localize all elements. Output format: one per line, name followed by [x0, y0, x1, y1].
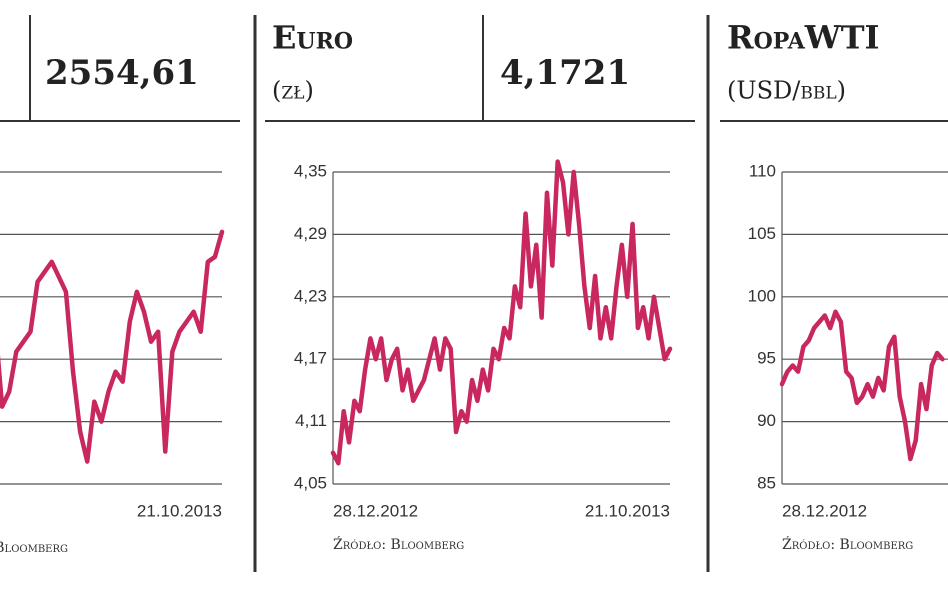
y-tick-label: 4,35	[294, 161, 327, 180]
y-tick-label: 4,17	[294, 349, 327, 368]
panel-unit: (USD/bbl)	[727, 77, 846, 105]
source: Źródło: Bloomberg	[782, 535, 913, 553]
x-tick-label: 28.12.2012	[333, 501, 418, 520]
y-tick-label: 100	[748, 286, 776, 305]
y-tick-label: 90	[757, 411, 776, 430]
y-tick-label: 95	[757, 349, 776, 368]
y-tick-label: 110	[749, 161, 776, 180]
y-tick-label: 4,23	[294, 286, 327, 305]
source: Źródło: Bloomberg	[333, 535, 464, 553]
y-tick-label: 85	[757, 473, 776, 492]
x-tick-label: 21.10.2013	[585, 501, 670, 520]
price-line	[0, 229, 225, 464]
y-tick-label: 4,05	[294, 473, 327, 492]
y-tick-label: 4,11	[295, 411, 327, 430]
headline-value: 2554,61	[45, 53, 199, 93]
y-tick-label: 105	[748, 224, 776, 243]
x-tick-label: 28.12.2012	[782, 501, 867, 520]
price-line	[779, 309, 945, 462]
price-line	[330, 159, 673, 466]
y-tick-label: 4,29	[294, 224, 327, 243]
panel-title: RopaWTI	[727, 19, 880, 57]
source: Źródło: Bloomberg	[0, 538, 68, 556]
headline-value: 4,1721	[500, 53, 630, 93]
x-tick-label: 21.10.2013	[137, 501, 222, 520]
panel-title: Euro	[272, 19, 353, 57]
panel-unit: (zł)	[272, 77, 314, 105]
